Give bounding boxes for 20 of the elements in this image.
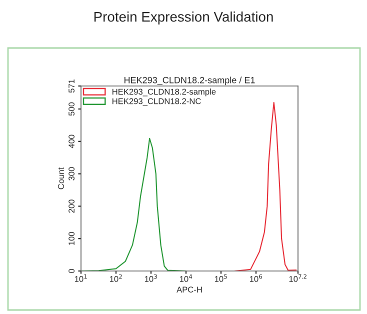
y-axis-title: Count <box>58 167 64 190</box>
chart-subtitle: HEK293_CLDN18.2-sample / E1 <box>124 76 255 86</box>
y-tick-label: 0 <box>68 269 74 273</box>
y-tick-label: 200 <box>68 200 74 213</box>
x-axis-title: APC-H <box>176 286 202 293</box>
x-tick-label: 10$^{3}$ <box>144 274 157 282</box>
y-tick-label: 400 <box>68 134 74 148</box>
chart-title: Protein Expression Validation <box>94 12 273 24</box>
x-tick-label: 10$^{7.2}$ <box>289 274 306 282</box>
y-tick-label: 571 <box>68 79 74 93</box>
y-tick-label: 300 <box>68 167 74 180</box>
x-tick-label: 10$^{2}$ <box>110 274 122 282</box>
legend-label: HEK293_CLDN18.2-NC <box>112 98 201 106</box>
x-tick-label: 10$^{5}$ <box>214 274 227 282</box>
x-tick-label: 10$^{1}$ <box>74 274 87 282</box>
legend-label: HEK293_CLDN18.2-sample <box>112 88 216 96</box>
x-tick-label: 10$^{6}$ <box>250 274 262 282</box>
x-tick-label: 10$^{4}$ <box>180 274 192 282</box>
y-tick-label: 500 <box>68 102 74 116</box>
y-tick-label: 100 <box>68 232 74 245</box>
